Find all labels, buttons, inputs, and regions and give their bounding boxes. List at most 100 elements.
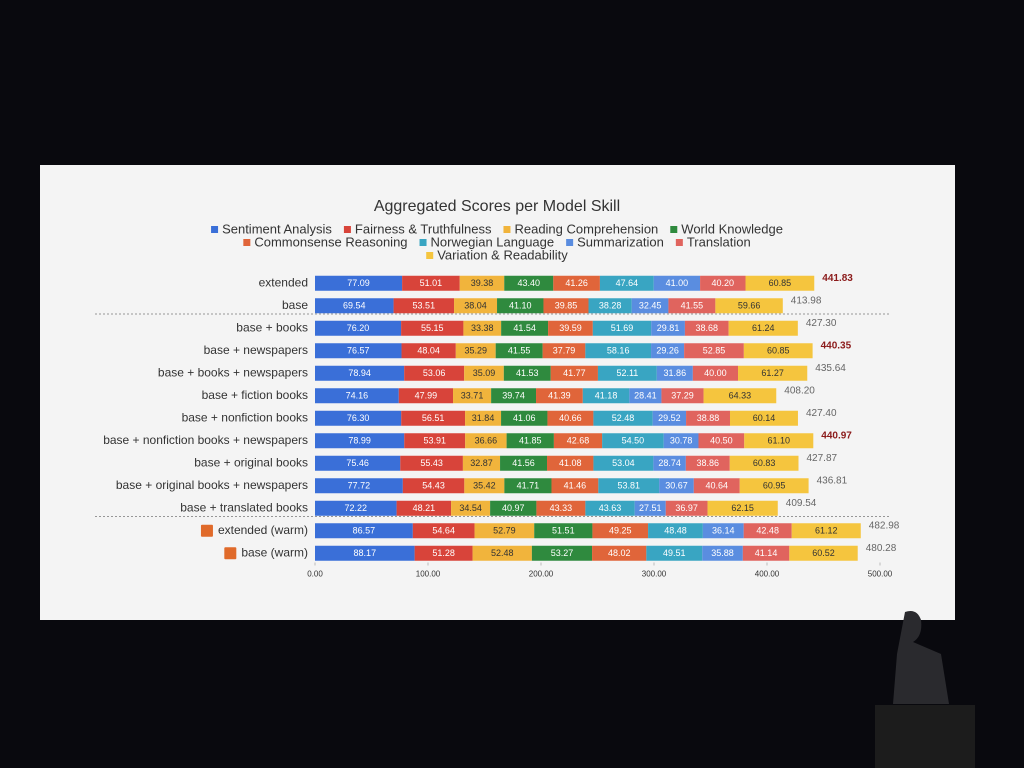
legend-swatch — [426, 252, 434, 259]
bar-segment — [684, 320, 729, 336]
value-label: 72.22 — [345, 503, 368, 513]
bar-segment — [598, 478, 660, 494]
legend-swatch — [670, 226, 678, 233]
total-label: 427.87 — [806, 453, 837, 464]
bar-segment — [582, 388, 630, 404]
value-label: 38.86 — [697, 458, 720, 468]
bar-segment — [404, 433, 466, 449]
bar-segment — [490, 500, 537, 516]
bar-segment — [542, 343, 586, 359]
value-label: 60.85 — [767, 346, 790, 356]
bar-segment — [791, 523, 861, 539]
total-label: 482.98 — [869, 520, 900, 531]
bar-segment — [506, 433, 554, 449]
value-label: 43.33 — [550, 503, 573, 513]
legend-row: Commonsense Reasoning Norwegian Language S… — [243, 234, 751, 249]
bar-segment — [684, 343, 744, 359]
legend-swatch — [503, 226, 511, 233]
value-label: 41.85 — [519, 436, 542, 446]
value-label: 51.51 — [552, 526, 575, 536]
bar-segment — [685, 455, 730, 471]
bar-segment — [553, 275, 600, 291]
value-label: 75.46 — [346, 458, 369, 468]
legend-swatch — [566, 239, 574, 246]
row-label: base + translated books — [180, 500, 308, 514]
bar-segment — [661, 388, 704, 404]
total-label: 427.30 — [806, 318, 837, 329]
bar-segment — [547, 410, 594, 426]
value-label: 53.91 — [423, 436, 446, 446]
bar-segment — [656, 365, 693, 381]
bar-segment — [597, 365, 657, 381]
x-tick-label: 500.00 — [868, 570, 893, 579]
row-label: base + original books + newspapers — [116, 478, 308, 492]
value-label: 54.50 — [622, 436, 645, 446]
bar-segment — [503, 365, 551, 381]
value-label: 64.33 — [729, 391, 752, 401]
value-label: 43.63 — [599, 503, 622, 513]
bar-segment — [459, 275, 505, 291]
legend-row: Sentiment Analysis Fairness & Truthfulnes… — [211, 221, 783, 236]
bar-segment — [634, 500, 666, 516]
value-label: 52.79 — [493, 526, 516, 536]
value-label: 41.06 — [513, 413, 536, 423]
value-label: 78.99 — [348, 436, 371, 446]
value-label: 41.46 — [564, 481, 587, 491]
bar-segment — [464, 365, 504, 381]
value-label: 53.04 — [612, 458, 635, 468]
value-label: 76.57 — [347, 346, 370, 356]
bar-segment — [463, 320, 502, 336]
value-label: 34.54 — [459, 503, 482, 513]
value-label: 41.71 — [517, 481, 540, 491]
legend-label: Summarization — [577, 234, 664, 249]
value-label: 40.20 — [712, 278, 735, 288]
value-label: 39.85 — [555, 301, 578, 311]
bar-segment — [693, 478, 740, 494]
bar-segment — [315, 275, 403, 291]
value-label: 48.21 — [413, 503, 436, 513]
value-label: 39.74 — [502, 391, 525, 401]
bar-segment — [707, 500, 778, 516]
bar-segment — [501, 410, 548, 426]
value-label: 54.64 — [432, 526, 455, 536]
value-label: 32.45 — [639, 301, 662, 311]
value-label: 43.40 — [518, 278, 541, 288]
value-label: 52.48 — [491, 548, 514, 558]
legend-label: World Knowledge — [681, 221, 783, 236]
value-label: 41.54 — [513, 323, 536, 333]
bar-segment — [504, 478, 552, 494]
bar-segment — [531, 545, 593, 561]
bar-segment — [474, 523, 535, 539]
speaker — [893, 611, 949, 704]
total-label: 440.35 — [821, 340, 852, 351]
value-label: 35.88 — [711, 548, 734, 558]
legend-label: Sentiment Analysis — [222, 221, 332, 236]
value-label: 55.15 — [421, 323, 444, 333]
value-label: 61.12 — [815, 526, 838, 536]
bar-segment — [315, 298, 394, 314]
plot: 0.00 100.00 200.00 300.00 400.00 500.00 extend… — [95, 273, 900, 579]
value-label: 78.94 — [348, 368, 371, 378]
value-label: 39.38 — [471, 278, 494, 288]
value-label: 41.55 — [681, 301, 704, 311]
value-label: 32.87 — [470, 458, 493, 468]
value-label: 59.66 — [738, 301, 761, 311]
bar-segment — [504, 275, 554, 291]
bar-segment — [491, 388, 537, 404]
value-label: 55.43 — [420, 458, 443, 468]
bar-segment — [400, 455, 463, 471]
legend-swatch — [211, 226, 219, 233]
row-label: base + nonfiction books + newspapers — [103, 433, 308, 447]
bar-segment — [700, 275, 746, 291]
bar-segment — [729, 410, 798, 426]
bar-segment — [451, 500, 491, 516]
value-label: 39.59 — [559, 323, 582, 333]
bar-segment — [315, 478, 403, 494]
total-label: 441.83 — [822, 273, 853, 284]
value-label: 41.39 — [548, 391, 571, 401]
value-label: 52.85 — [703, 346, 726, 356]
bar-segment — [414, 545, 473, 561]
bar-segment — [315, 388, 399, 404]
value-label: 33.71 — [461, 391, 484, 401]
value-label: 31.86 — [664, 368, 687, 378]
